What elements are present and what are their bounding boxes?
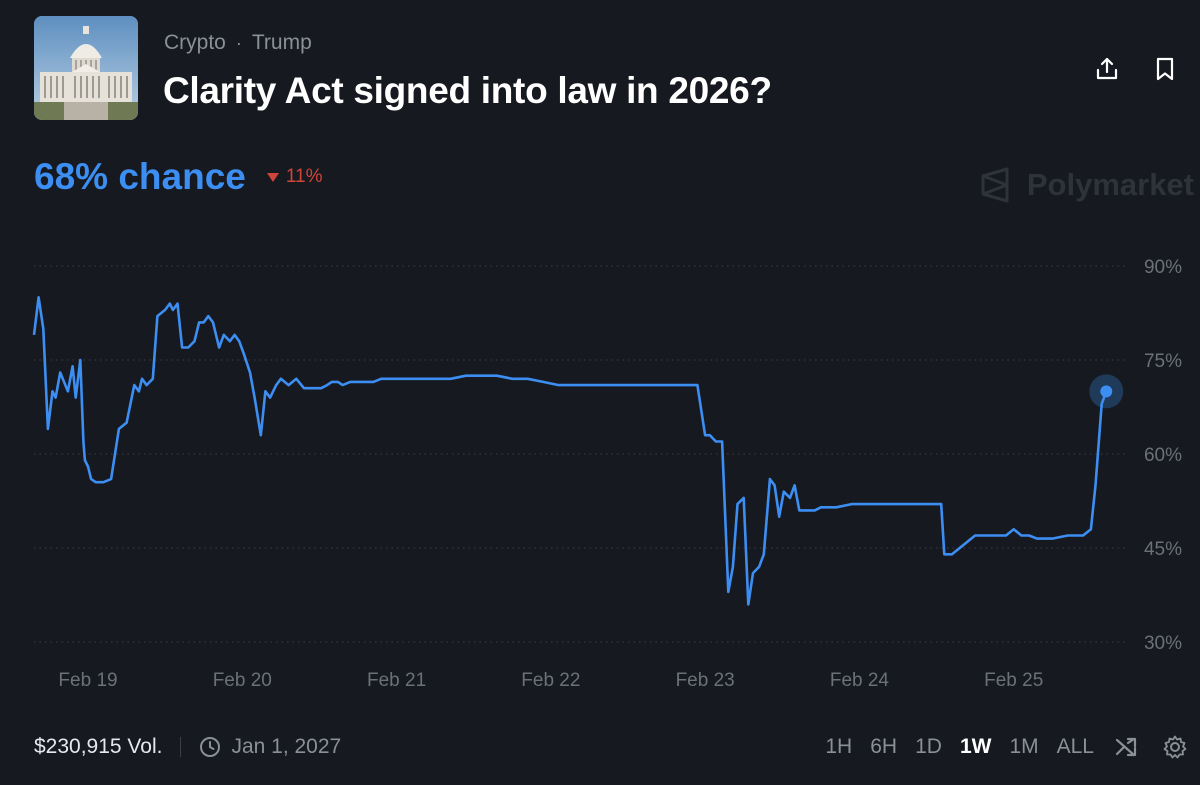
- x-tick-label: Feb 23: [676, 670, 735, 691]
- time-range-selector: 1H 6H 1D 1W 1M ALL: [825, 732, 1190, 762]
- footer-divider: [180, 737, 182, 757]
- share-button[interactable]: [1090, 52, 1124, 86]
- shuffle-button[interactable]: [1112, 732, 1142, 762]
- range-all[interactable]: ALL: [1056, 735, 1094, 758]
- range-1h[interactable]: 1H: [825, 735, 853, 758]
- bookmark-button[interactable]: [1148, 52, 1182, 86]
- range-6h[interactable]: 6H: [870, 735, 898, 758]
- y-tick-label: 45%: [1144, 539, 1182, 560]
- brand-watermark: Polymarket: [977, 166, 1194, 204]
- y-tick-label: 75%: [1144, 351, 1182, 372]
- series-line-yes: [32, 296, 1108, 606]
- range-1d[interactable]: 1D: [915, 735, 942, 758]
- chart-footer: $230,915 Vol. Jan 1, 2027 1H 6H 1D 1W 1M…: [34, 728, 1200, 766]
- brand-name: Polymarket: [1026, 167, 1194, 202]
- x-tick-label: Feb 19: [58, 670, 117, 691]
- share-icon: [1096, 57, 1118, 80]
- bookmark-icon: [1156, 57, 1174, 81]
- gear-icon: [1163, 735, 1187, 759]
- range-1m[interactable]: 1M: [1009, 735, 1039, 758]
- volume-value: $230,915 Vol.: [34, 735, 163, 758]
- y-tick-label: 90%: [1144, 257, 1182, 278]
- breadcrumb-item-trump[interactable]: Trump: [251, 31, 312, 54]
- breadcrumb: Crypto · Trump: [164, 30, 312, 56]
- probability-summary: 68% chance 11%: [34, 156, 322, 198]
- current-value-marker[interactable]: [1100, 385, 1113, 398]
- end-date: Jan 1, 2027: [199, 735, 341, 759]
- chance-value: 68% chance: [34, 156, 246, 197]
- header-actions: [1090, 52, 1182, 86]
- change-badge: 11%: [266, 166, 323, 188]
- down-triangle-icon: [266, 173, 279, 182]
- clock-icon: [200, 737, 221, 757]
- market-title: Clarity Act signed into law in 2026?: [163, 70, 772, 111]
- end-date-label: Jan 1, 2027: [231, 735, 342, 758]
- us-capitol-icon: [34, 16, 138, 120]
- market-thumbnail: [34, 16, 138, 120]
- x-tick-label: Feb 22: [521, 670, 580, 691]
- y-tick-label: 30%: [1144, 633, 1182, 654]
- x-tick-label: Feb 20: [213, 670, 272, 691]
- range-1w[interactable]: 1W: [959, 735, 992, 758]
- breadcrumb-separator: ·: [235, 32, 242, 53]
- change-value: 11%: [285, 166, 323, 187]
- x-tick-label: Feb 24: [830, 670, 890, 691]
- settings-button[interactable]: [1160, 732, 1190, 762]
- y-tick-label: 60%: [1144, 445, 1182, 466]
- breadcrumb-item-crypto[interactable]: Crypto: [164, 31, 226, 54]
- shuffle-icon: [1115, 737, 1137, 757]
- x-tick-label: Feb 21: [367, 670, 426, 691]
- polymarket-logo-icon: [981, 167, 1009, 203]
- x-tick-label: Feb 25: [984, 670, 1043, 691]
- price-chart: 30% 45% 60% 75% 90% Feb 19 Feb 20 Feb 21 Feb 22…: [32, 257, 1182, 691]
